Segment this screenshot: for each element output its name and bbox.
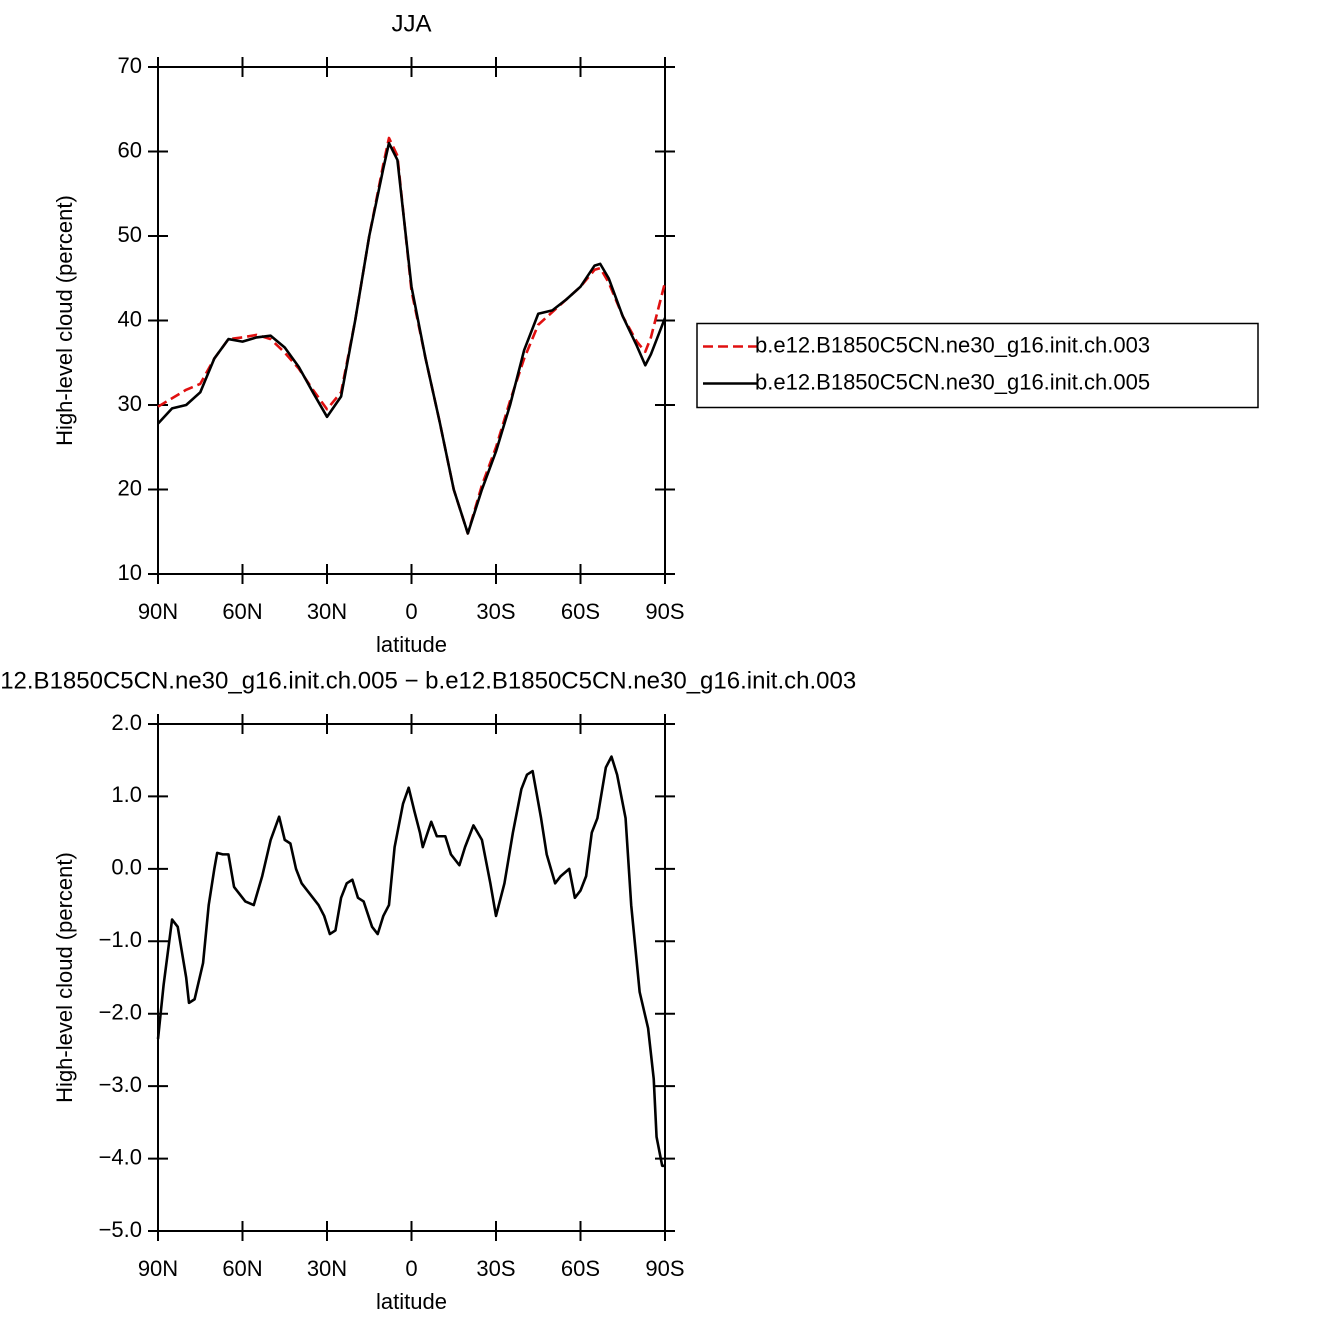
legend-label: b.e12.B1850C5CN.ne30_g16.init.ch.005 bbox=[755, 369, 1150, 394]
x-tick-label: 90N bbox=[138, 1256, 178, 1281]
y-tick-label: 60 bbox=[118, 137, 142, 162]
data-line bbox=[157, 141, 667, 535]
x-tick-label: 30N bbox=[307, 1256, 347, 1281]
x-tick-label: 0 bbox=[405, 1256, 417, 1281]
y-tick-label: 20 bbox=[118, 475, 142, 500]
y-tick-label: 30 bbox=[118, 391, 142, 416]
legend-box bbox=[696, 322, 1259, 409]
data-line bbox=[157, 136, 667, 535]
y-tick-label: 10 bbox=[118, 560, 142, 585]
y-tick-label: 2.0 bbox=[111, 710, 142, 735]
data-line bbox=[156, 755, 665, 1168]
y-tick-label: −3.0 bbox=[99, 1072, 142, 1097]
x-tick-label: 60S bbox=[561, 1256, 600, 1281]
y-tick-label: −4.0 bbox=[99, 1144, 142, 1169]
x-tick-label: 90S bbox=[645, 1256, 684, 1281]
plot-frame bbox=[157, 723, 666, 1232]
x-tick-label: 30S bbox=[476, 599, 515, 624]
y-axis-label: High-level cloud (percent) bbox=[52, 852, 77, 1103]
x-axis-label: latitude bbox=[376, 1289, 447, 1314]
x-tick-label: 90S bbox=[645, 599, 684, 624]
y-tick-label: −2.0 bbox=[99, 1000, 142, 1025]
y-tick-label: 70 bbox=[118, 53, 142, 78]
y-tick-label: 0.0 bbox=[111, 855, 142, 880]
y-tick-label: 40 bbox=[118, 306, 142, 331]
y-tick-label: −5.0 bbox=[99, 1217, 142, 1242]
chart-title: JJA bbox=[391, 10, 431, 37]
x-tick-label: 60S bbox=[561, 599, 600, 624]
x-tick-label: 60N bbox=[222, 599, 262, 624]
x-tick-label: 90N bbox=[138, 599, 178, 624]
y-axis-label: High-level cloud (percent) bbox=[52, 195, 77, 446]
x-tick-label: 30S bbox=[476, 1256, 515, 1281]
y-tick-label: −1.0 bbox=[99, 927, 142, 952]
x-axis-label: latitude bbox=[376, 632, 447, 657]
plot-frame bbox=[157, 66, 666, 575]
legend-label: b.e12.B1850C5CN.ne30_g16.init.ch.003 bbox=[755, 332, 1150, 357]
x-tick-label: 60N bbox=[222, 1256, 262, 1281]
y-tick-label: 1.0 bbox=[111, 782, 142, 807]
x-tick-label: 30N bbox=[307, 599, 347, 624]
chart-title: b.e12.B1850C5CN.ne30_g16.init.ch.005 − b… bbox=[0, 667, 856, 694]
x-tick-label: 0 bbox=[405, 599, 417, 624]
y-tick-label: 50 bbox=[118, 222, 142, 247]
